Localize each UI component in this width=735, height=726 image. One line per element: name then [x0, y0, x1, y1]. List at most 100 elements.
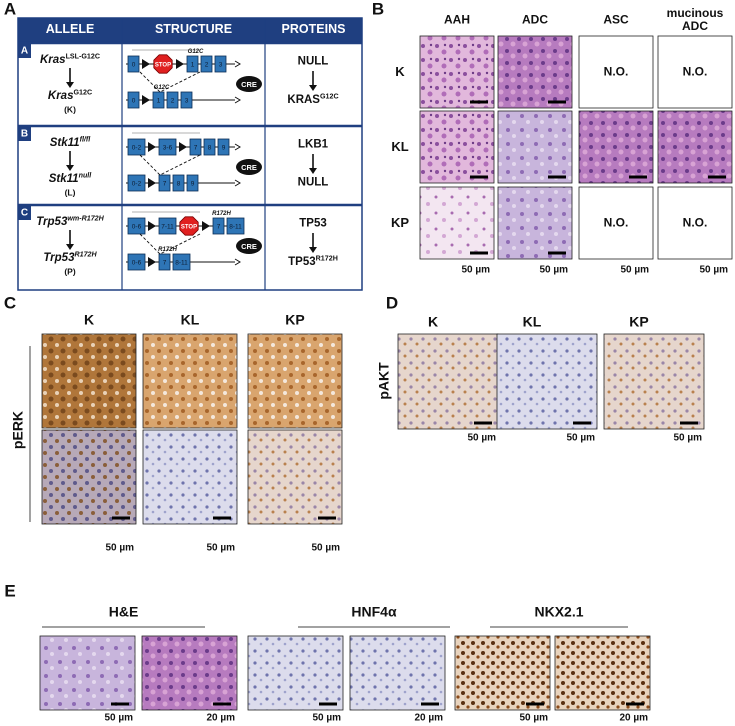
- allele-to: Trp53R172H: [43, 250, 96, 265]
- exon-label: 8: [177, 181, 181, 188]
- mutation-label: G12C: [188, 49, 204, 55]
- scale-bar-label: 50 µm: [699, 264, 728, 276]
- stop-label: STOP: [181, 225, 197, 231]
- allele-from-text: Trp53: [36, 216, 68, 229]
- protein-to: NULL: [298, 177, 329, 190]
- arrow-head: [66, 82, 74, 88]
- arrow-head: [66, 165, 74, 171]
- protein-to-text: TP53: [288, 256, 316, 269]
- column-header: ASC: [603, 12, 629, 27]
- histology-image: [578, 110, 654, 184]
- panel-label: D: [385, 293, 399, 313]
- cre-ellipse: [236, 238, 262, 254]
- allele-to-text: Kras: [47, 90, 74, 103]
- exon: [172, 253, 191, 271]
- column-header: KP: [285, 311, 305, 328]
- panel-label: A: [3, 0, 17, 19]
- exon-label: 7-11: [161, 224, 174, 231]
- exon: [186, 174, 199, 192]
- exon-label: 9: [222, 145, 226, 152]
- exon-label: 1: [191, 62, 195, 69]
- arrow-head: [309, 247, 317, 253]
- scale-bar-label: 50 µm: [620, 264, 649, 276]
- exon: [127, 138, 146, 156]
- cre-ellipse: [236, 159, 262, 175]
- exon: [127, 217, 146, 235]
- column-header: ADC: [522, 12, 548, 27]
- row-label: KL: [391, 138, 409, 154]
- scale-bar-label: 50 µm: [105, 542, 134, 554]
- scale-bar-label: 20 µm: [414, 712, 443, 724]
- exon: [158, 253, 171, 271]
- column-header: KP: [629, 313, 649, 330]
- empty-cell: [578, 186, 654, 260]
- ihc-image: [247, 429, 343, 525]
- exon-label: 2: [205, 62, 209, 69]
- row-letter: A: [20, 45, 29, 57]
- exon: [180, 91, 193, 109]
- column-header: ALLELE: [45, 22, 95, 37]
- histology-image: [497, 186, 573, 260]
- protein-from: LKB1: [297, 138, 329, 151]
- allele-from-superscript: LSL-G12C: [65, 52, 101, 61]
- row-letter-box: [18, 206, 31, 220]
- histology-image: [419, 186, 495, 260]
- exon: [158, 138, 177, 156]
- loxp-site: [202, 221, 210, 231]
- protein-to: KRASG12C: [287, 92, 338, 106]
- loxp-site: [142, 95, 150, 105]
- table-header: [18, 18, 362, 42]
- dna-arrow: [234, 96, 241, 104]
- allele-to-text: Trp53: [43, 252, 75, 265]
- scale-bar-label: 50 µm: [539, 264, 568, 276]
- exon-label: 3: [185, 98, 189, 105]
- group-header: HNF4α: [351, 603, 397, 620]
- scale-bar-label: 50 µm: [104, 712, 133, 724]
- empty-cell: [657, 186, 733, 260]
- column-header: K: [83, 311, 95, 328]
- mutation-label: G12C: [154, 85, 170, 91]
- ihc-image: [142, 429, 238, 525]
- row-label: pAKT: [375, 362, 392, 400]
- protein-from: TP53: [299, 217, 327, 230]
- ihc-image: [247, 333, 343, 429]
- row-letter: B: [20, 128, 29, 140]
- histology-image: [497, 110, 573, 184]
- ihc-image: [603, 333, 705, 430]
- empty-cell: [657, 35, 733, 109]
- exon-label: 2: [171, 98, 175, 105]
- arrow-head: [309, 85, 317, 91]
- scale-bar-label: 50 µm: [461, 264, 490, 276]
- row-label: pERK: [9, 410, 26, 450]
- row-label: KP: [390, 214, 410, 230]
- stain-image: [247, 635, 344, 711]
- allele-from-superscript: wm-R172H: [67, 214, 104, 223]
- arrow-head: [66, 244, 74, 250]
- exon: [127, 174, 146, 192]
- exon-label: 8-11: [229, 224, 242, 231]
- loxp-site: [179, 142, 187, 152]
- loxp-site: [148, 178, 156, 188]
- allele-from: KrasLSL-G12C: [39, 52, 101, 67]
- allele-from-text: Kras: [39, 54, 66, 67]
- stain-image: [39, 635, 136, 711]
- exon: [172, 174, 185, 192]
- panel-label: B: [371, 0, 385, 19]
- exon-label: 7: [217, 224, 221, 231]
- stop-cassette: [153, 54, 173, 74]
- ihc-image: [496, 333, 598, 430]
- ihc-image: [142, 333, 238, 429]
- histology-image: [497, 35, 573, 109]
- allele-from-superscript: fl/fl: [79, 135, 91, 144]
- stop-label: STOP: [155, 63, 171, 69]
- exon-label: 0: [132, 98, 136, 105]
- column-header: KL: [180, 311, 200, 328]
- scale-bar-label: 50 µm: [467, 432, 496, 444]
- exon: [127, 91, 140, 109]
- column-header: AAH: [444, 12, 470, 27]
- row-label: K: [395, 63, 405, 79]
- not-observed-label: N.O.: [682, 215, 708, 230]
- exon-label: 7: [163, 181, 167, 188]
